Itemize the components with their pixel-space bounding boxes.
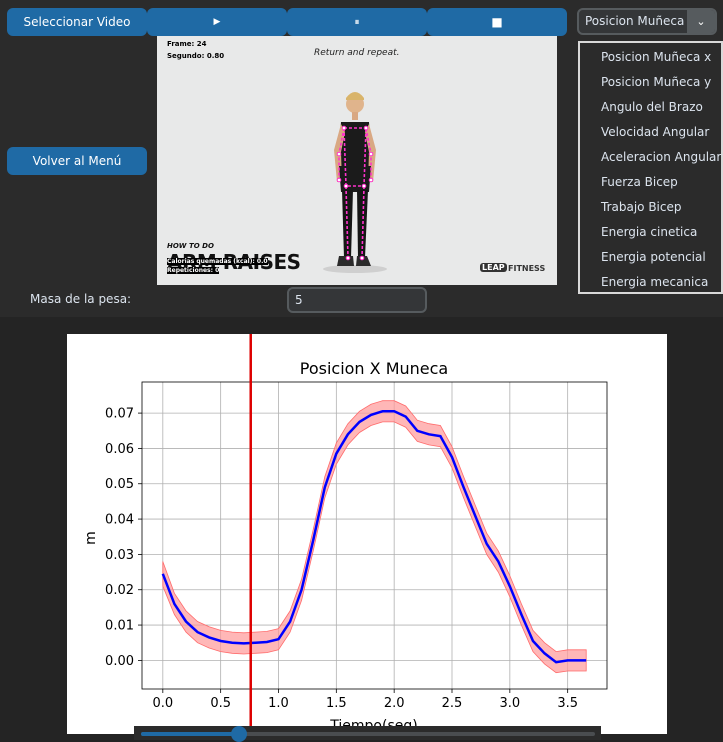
y-tick-label: 0.07 <box>105 407 134 422</box>
axes-frame <box>141 381 608 690</box>
calories-text: Calorias quemadas (kcal): 0.0 <box>167 258 268 265</box>
reps-text: Repeticiones: 0 <box>167 267 220 274</box>
slider-progress <box>141 732 239 736</box>
menu-item-energia-mecanica[interactable]: Energia mecanica <box>601 275 709 289</box>
menu-item-velocidad-angular[interactable]: Velocidad Angular <box>601 125 710 139</box>
stop-button[interactable]: ■ <box>427 8 567 36</box>
y-axis-label: m <box>83 531 99 545</box>
position-chart: 0.0 0.5 1.0 1.5 2.0 2.5 3.0 3.5 0.00 0.01 0.02 0.03… <box>83 334 608 734</box>
slider-handle[interactable] <box>230 726 247 742</box>
plot-area: 0.0 0.5 1.0 1.5 2.0 2.5 3.0 3.5 0.00 0.01 0.02 0.03… <box>67 334 667 734</box>
axis-ticks: 0.0 0.5 1.0 1.5 2.0 2.5 3.0 3.5 0.00 0.01 0.02 0.03… <box>105 407 578 711</box>
menu-item-posicion-x[interactable]: Posicion Muñeca x <box>601 50 712 64</box>
menu-item-aceleracion-angular[interactable]: Aceleracion Angular <box>601 150 722 164</box>
x-tick-label: 2.5 <box>442 696 463 711</box>
series-line <box>161 410 587 664</box>
dropdown-menu: Posicion Muñeca x Posicion Muñeca y Angu… <box>578 41 723 294</box>
play-icon: ▶ <box>213 17 221 27</box>
menu-item-fuerza-bicep[interactable]: Fuerza Bicep <box>601 175 678 189</box>
menu-item-energia-potencial[interactable]: Energia potencial <box>601 250 706 264</box>
x-tick-label: 3.0 <box>499 696 520 711</box>
y-tick-label: 0.00 <box>105 654 134 669</box>
frame-counter: Frame: 24 <box>167 40 207 48</box>
play-button[interactable]: ▶ <box>147 8 287 36</box>
y-tick-label: 0.02 <box>105 583 134 598</box>
menu-item-energia-cinetica[interactable]: Energia cinetica <box>601 225 698 239</box>
video-frame: Frame: 24 Segundo: 0.80 Return and repea… <box>157 36 557 285</box>
y-tick-label: 0.03 <box>105 548 134 563</box>
x-tick-label: 1.0 <box>268 696 289 711</box>
y-tick-label: 0.04 <box>105 513 134 528</box>
x-tick-label: 0.0 <box>152 696 173 711</box>
second-counter: Segundo: 0.80 <box>167 52 225 60</box>
time-slider[interactable] <box>141 732 595 736</box>
back-to-menu-button[interactable]: Volver al Menú <box>7 147 147 175</box>
stop-icon: ■ <box>491 15 503 29</box>
video-caption: Return and repeat. <box>314 48 400 58</box>
select-video-button[interactable]: Seleccionar Video <box>7 8 147 36</box>
x-tick-label: 3.5 <box>557 696 578 711</box>
y-tick-label: 0.01 <box>105 619 134 634</box>
menu-item-trabajo-bicep[interactable]: Trabajo Bicep <box>601 200 682 214</box>
pause-button[interactable]: ⏸ <box>287 8 427 36</box>
how-to-do-label: HOW TO DO <box>167 242 214 250</box>
mass-input[interactable]: 5 <box>287 287 427 313</box>
brand-name: FITNESS <box>508 264 546 273</box>
chart-title: Posicion X Muneca <box>300 359 448 378</box>
pause-icon: ⏸ <box>354 16 360 28</box>
x-tick-label: 1.5 <box>326 696 347 711</box>
y-tick-label: 0.05 <box>105 477 134 492</box>
y-tick-label: 0.06 <box>105 442 134 457</box>
confidence-band <box>162 400 587 674</box>
x-tick-label: 0.5 <box>210 696 231 711</box>
menu-item-angulo-brazo[interactable]: Angulo del Brazo <box>601 100 703 114</box>
brand-badge: LEAP <box>480 263 507 272</box>
menu-item-posicion-y[interactable]: Posicion Muñeca y <box>601 75 712 89</box>
x-tick-label: 2.0 <box>384 696 405 711</box>
variable-dropdown[interactable]: Posicion Muñeca ⌄ <box>577 8 717 35</box>
mass-label: Masa de la pesa: <box>30 292 132 306</box>
chevron-down-icon[interactable]: ⌄ <box>687 10 715 33</box>
dropdown-selected: Posicion Muñeca <box>585 14 685 28</box>
athlete-figure <box>323 92 387 273</box>
